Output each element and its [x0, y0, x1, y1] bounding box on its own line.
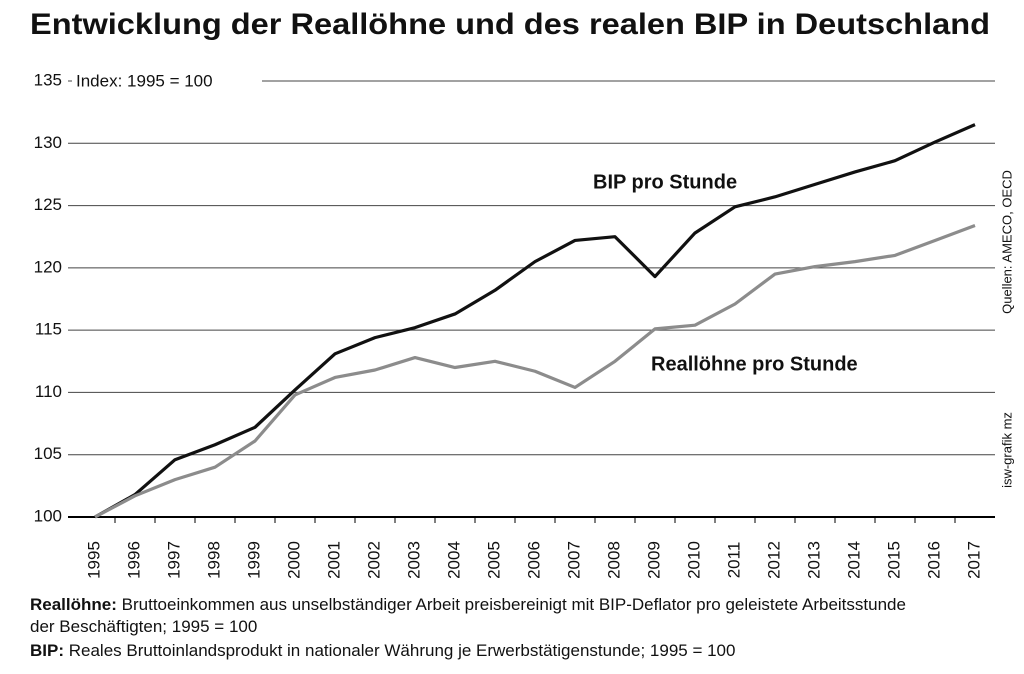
- x-tick-label: 2010: [684, 541, 703, 579]
- y-tick-label: 135: [34, 70, 62, 89]
- chart-title: Entwicklung der Reallöhne und des realen…: [30, 8, 990, 41]
- x-tick-label: 2004: [444, 541, 463, 579]
- x-tick-label: 2011: [724, 542, 743, 579]
- y-tick-label: 110: [35, 382, 62, 401]
- x-tick-label: 1999: [244, 541, 263, 579]
- series-line: [94, 123, 976, 519]
- x-tick-label: 2015: [884, 541, 903, 579]
- y-tick-label: 125: [34, 195, 62, 214]
- y-axis-note: Index: 1995 = 100: [76, 71, 213, 90]
- note-text: Reales Bruttoinlandsprodukt in nationale…: [68, 641, 736, 660]
- x-tick-label: 2009: [644, 541, 663, 579]
- x-tick-label: 1997: [164, 541, 183, 579]
- x-tick-label: 2001: [324, 541, 343, 579]
- note: BIP: Reales Bruttoinlandsprodukt in nati…: [30, 640, 930, 662]
- note: Reallöhne: Bruttoeinkommen aus unselbstä…: [30, 594, 930, 638]
- x-tick-label: 1996: [124, 541, 143, 579]
- x-tick-label: 2014: [844, 541, 863, 579]
- chart: Entwicklung der Reallöhne und des realen…: [30, 8, 1014, 579]
- x-tick-label: 2008: [604, 541, 623, 579]
- note-background: [72, 70, 262, 94]
- y-tick-label: 130: [34, 133, 62, 152]
- x-tick-label: 2016: [924, 541, 943, 579]
- x-tick-label: 2007: [564, 541, 583, 579]
- x-tick-label: 1995: [84, 541, 103, 579]
- note-term: BIP:: [30, 641, 64, 660]
- x-tick-label: 2000: [284, 541, 303, 579]
- grid: [68, 80, 995, 518]
- x-tick-label: 2002: [364, 541, 383, 579]
- y-tick-label: 105: [34, 444, 62, 463]
- x-tick-label: 2005: [484, 541, 503, 579]
- x-tick-label: 2013: [804, 541, 823, 579]
- series-line: [94, 224, 976, 519]
- x-tick-label: 2003: [404, 541, 423, 579]
- x-tick-label: 1998: [204, 541, 223, 579]
- x-tick-label: 2017: [964, 541, 983, 579]
- y-tick-label: 120: [34, 257, 62, 276]
- notes: Reallöhne: Bruttoeinkommen aus unselbstä…: [30, 594, 930, 664]
- x-tick-label: 2006: [524, 541, 543, 579]
- source: Quellen: AMECO, OECD: [999, 170, 1014, 314]
- y-tick-label: 100: [34, 506, 62, 525]
- y-tick-label: 115: [35, 320, 62, 339]
- credit: isw-grafik mz: [999, 412, 1014, 488]
- series-label: Reallöhne pro Stunde: [651, 353, 858, 375]
- note-text: Bruttoeinkommen aus unselbständiger Arbe…: [30, 595, 906, 636]
- note-term: Reallöhne:: [30, 595, 117, 614]
- x-tick-label: 2012: [764, 541, 783, 579]
- series-label: BIP pro Stunde: [593, 171, 737, 193]
